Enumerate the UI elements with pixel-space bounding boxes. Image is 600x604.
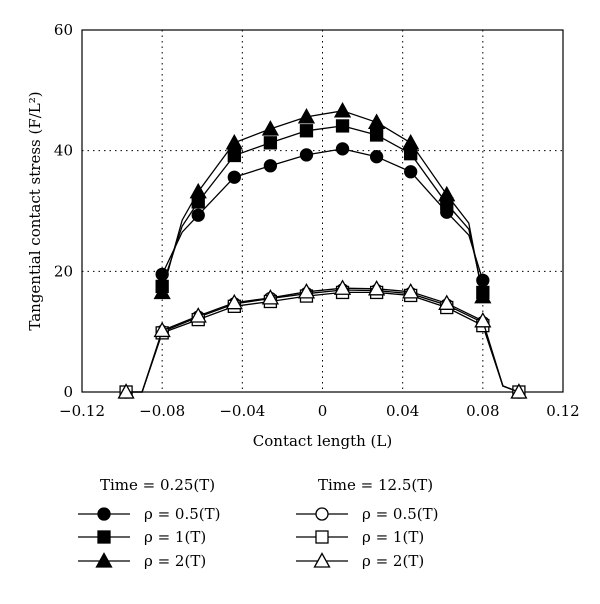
y-axis-label: Tangential contact stress (F/L²) [26,91,44,330]
data-point [153,321,171,338]
data-point [402,133,420,150]
data-point [333,102,352,118]
legend-entry-label: ρ = 1(T) [144,528,206,546]
legend-group-title: Time = 12.5(T) [318,476,433,494]
data-point [297,283,316,299]
series-5 [119,285,526,399]
legend-entry-label: ρ = 1(T) [362,528,424,546]
y-tick-label: 40 [54,142,73,160]
grid-lines [82,30,563,392]
data-point [261,120,279,136]
legend-entry-label: ρ = 0.5(T) [362,505,439,523]
data-point [117,383,135,399]
data-point [369,150,384,164]
series-layer [117,102,528,399]
data-point [404,165,418,179]
plot-frame [81,29,564,393]
data-point [189,182,207,199]
series-line [126,287,520,393]
legend-marker [95,552,113,568]
data-point [510,383,528,399]
y-tick-label: 0 [63,383,73,401]
legend-group-title: Time = 0.25(T) [100,476,215,494]
data-point [474,311,492,328]
legend-marker [97,530,111,544]
x-axis-label: Contact length (L) [253,432,392,450]
legend-marker [313,552,331,568]
tick-labels: −0.12 −0.08 −0.04 0 0.04 0.08 0.12 0 20 40 60 [54,21,580,420]
data-point [227,148,241,163]
x-tick-label: −0.04 [219,402,265,420]
x-tick-label: −0.08 [139,402,185,420]
data-point [333,279,352,295]
data-point [369,128,384,142]
legend-marker [97,507,111,521]
data-point [261,289,279,305]
legend-entry-label: ρ = 2(T) [144,552,206,570]
data-point [438,185,456,202]
x-tick-label: 0.04 [386,402,419,420]
data-point [368,279,386,296]
series-1 [155,142,490,288]
data-point [297,108,316,124]
series-6 [117,279,528,399]
legend: Time = 0.25(T) ρ = 0.5(T) ρ = 1(T) ρ = 2(T)… [78,476,439,570]
data-point [227,170,241,184]
data-point [438,294,456,310]
data-point [225,133,243,150]
data-point [335,142,350,156]
data-point [474,287,492,304]
legend-entry-label: ρ = 0.5(T) [144,505,221,523]
data-point [225,293,243,310]
x-tick-label: 0.08 [466,402,499,420]
data-point [263,159,278,173]
data-point [263,136,278,150]
data-point [191,208,205,222]
legend-entry-label: ρ = 2(T) [362,552,424,570]
data-point [368,113,386,129]
data-point [153,283,171,300]
data-point [189,307,207,323]
legend-marker [315,507,329,521]
series-4 [119,283,526,399]
y-tick-label: 60 [54,21,73,39]
data-point [402,283,420,299]
x-tick-label: 0 [318,402,328,420]
data-point [299,148,314,162]
data-point [299,124,314,138]
y-tick-label: 20 [54,262,73,280]
x-tick-label: 0.12 [546,402,579,420]
data-point [335,119,350,133]
series-3 [153,102,492,304]
x-tick-label: −0.12 [59,402,105,420]
series-line [161,110,484,297]
legend-marker [315,530,329,544]
